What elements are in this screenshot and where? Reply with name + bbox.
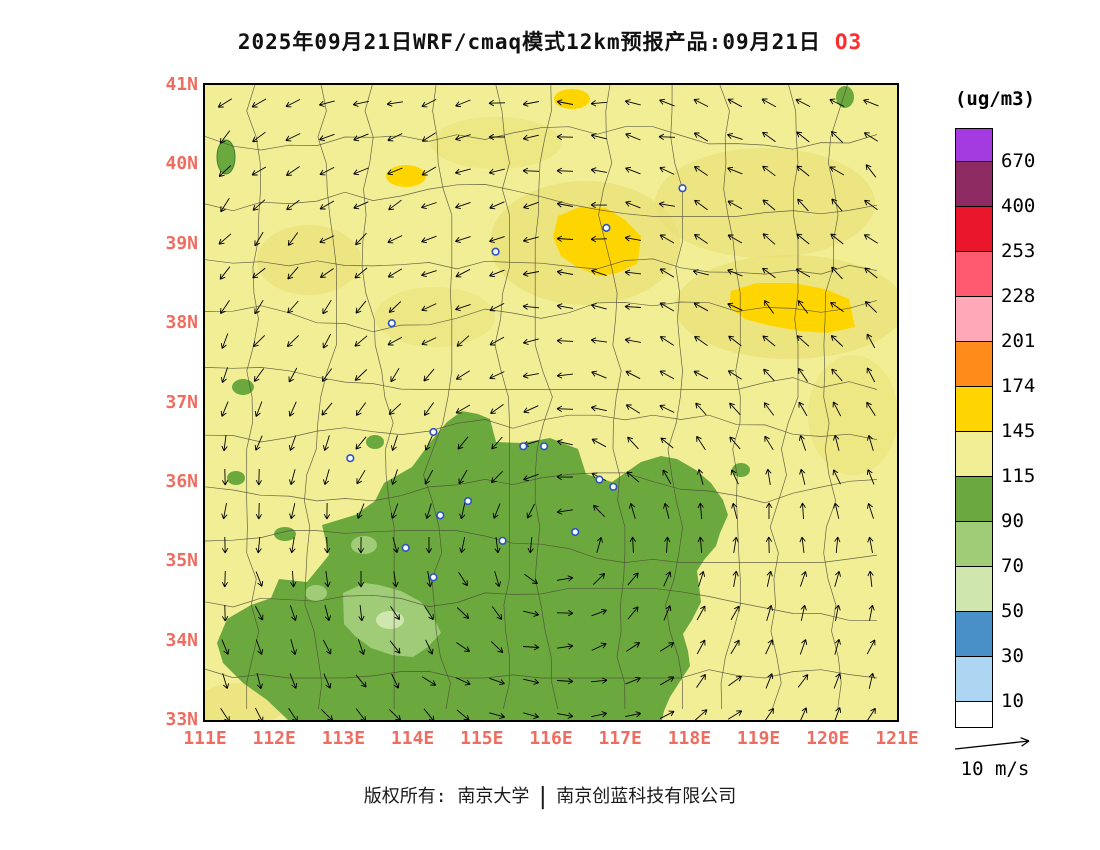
colorbar-cell: [955, 610, 993, 657]
city-marker: [429, 427, 438, 437]
lat-axis-label: 34N: [165, 629, 198, 651]
lon-axis-label: 118E: [667, 728, 712, 749]
lat-axis-label: 36N: [165, 470, 198, 492]
city-marker: [436, 511, 445, 520]
city-marker: [571, 527, 580, 537]
city-marker: [498, 536, 507, 545]
colorbar-cell: [955, 700, 993, 728]
green-concentration-region: [216, 86, 854, 720]
colorbar-level-label: 145: [1001, 419, 1036, 442]
colorbar-cell: [955, 340, 993, 387]
lon-axis-label: 115E: [460, 728, 504, 749]
colorbar-level-label: 10: [1001, 689, 1024, 712]
colorbar-cell: [955, 565, 993, 612]
colorbar-level-label: 70: [1001, 554, 1024, 577]
colorbar-level-label: 228: [1001, 284, 1036, 307]
lon-axis-label: 121E: [875, 728, 919, 749]
city-marker: [401, 543, 410, 553]
title-text: 2025年09月21日WRF/cmaq模式12km预报产品:09月21日: [237, 30, 821, 54]
wind-scale-arrow-icon: [954, 737, 1030, 750]
lat-axis-label: 35N: [165, 550, 198, 572]
colorbar-level-label: 400: [1001, 194, 1036, 217]
khaki-concentration-patches: [205, 117, 897, 720]
colorbar-level-label: 201: [1001, 329, 1036, 352]
lat-axis-label: 39N: [165, 232, 198, 254]
city-marker: [540, 442, 549, 451]
lon-axis-label: 111E: [183, 728, 227, 749]
colorbar-level-label: 30: [1001, 644, 1024, 667]
lon-axis-label: 120E: [806, 728, 850, 749]
colorbar-cell: [955, 430, 993, 477]
city-marker: [463, 497, 473, 506]
city-marker: [602, 223, 611, 232]
wind-scale-label: 10 m/s: [960, 758, 1030, 780]
lat-axis-label: 38N: [165, 312, 198, 334]
colorbar-level-label: 670: [1001, 149, 1036, 172]
city-marker: [491, 247, 500, 256]
lat-axis-label: 37N: [165, 391, 198, 413]
copyright-owner: 版权所有: 南京大学: [363, 786, 530, 807]
copyright-divider: |: [537, 782, 549, 811]
page-title: 2025年09月21日WRF/cmaq模式12km预报产品:09月21日 O3: [0, 26, 1100, 56]
city-marker: [387, 319, 396, 328]
colorbar-level-label: 115: [1001, 464, 1036, 487]
lon-axis-label: 117E: [598, 728, 642, 749]
colorbar-cell: [955, 205, 993, 252]
colorbar-level-label: 253: [1001, 239, 1036, 262]
colorbar-cell: [955, 385, 993, 432]
lon-axis-label: 119E: [736, 728, 781, 749]
lat-axis-label: 41N: [165, 74, 198, 95]
colorbar-cell: [955, 655, 993, 702]
city-marker: [678, 184, 687, 193]
copyright-line: 版权所有: 南京大学 | 南京创蓝科技有限公司: [0, 782, 1100, 811]
city-marker: [595, 475, 604, 484]
lon-axis-label: 112E: [252, 728, 296, 749]
colorbar-cell: [955, 520, 993, 567]
colorbar-unit-label: (ug/m3): [954, 88, 1036, 110]
lon-axis-label: 113E: [321, 728, 366, 749]
colorbar-level-label: 90: [1001, 509, 1024, 532]
colorbar-level-label: 174: [1001, 374, 1036, 397]
city-marker: [346, 454, 355, 463]
colorbar-cell: [955, 160, 993, 207]
map-frame: [203, 83, 899, 722]
lon-axis-label: 114E: [390, 728, 435, 749]
colorbar-cell: [955, 475, 993, 522]
city-marker: [429, 573, 438, 582]
lat-axis-label: 40N: [165, 153, 198, 175]
forecast-map: [205, 85, 897, 720]
city-marker: [609, 482, 618, 491]
title-species: O3: [834, 30, 863, 54]
wind-scale-legend: 10 m/s: [945, 732, 1045, 780]
pale-green-concentration-patches: [376, 611, 404, 629]
colorbar-cell: [955, 295, 993, 342]
lon-axis-label: 116E: [529, 728, 573, 749]
copyright-company: 南京创蓝科技有限公司: [556, 786, 737, 807]
colorbar-cell: [955, 128, 993, 162]
colorbar-level-label: 50: [1001, 599, 1024, 622]
lat-axis-label: 33N: [165, 709, 198, 730]
wind-vector-field: [217, 98, 879, 720]
colorbar-cell: [955, 250, 993, 297]
city-marker: [519, 442, 528, 451]
city-markers: [346, 184, 687, 582]
